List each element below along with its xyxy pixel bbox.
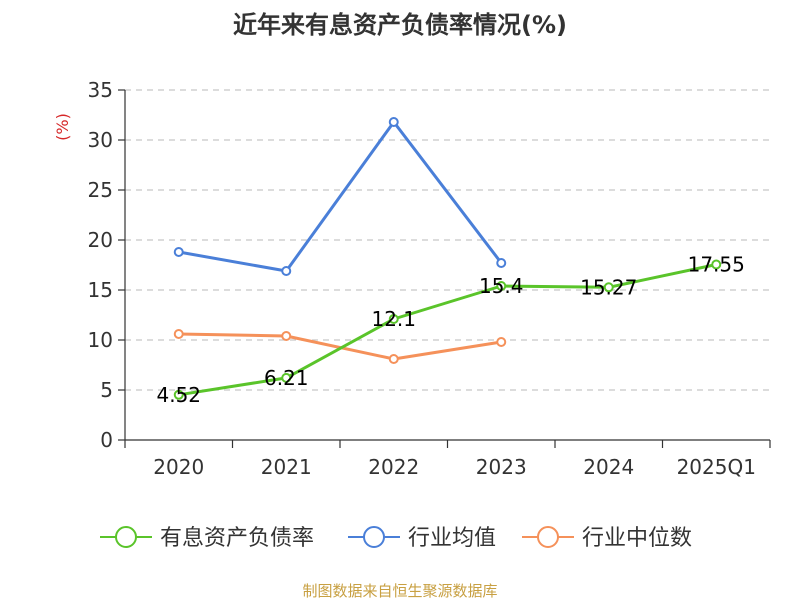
series-lines	[173, 117, 722, 400]
data-label-2025Q1: 17.55	[688, 253, 745, 277]
legend-label-0: 有息资产负债率	[160, 526, 314, 551]
legend-marker-1	[363, 526, 385, 548]
data-point-s1-2020	[173, 247, 184, 257]
data-label-2021: 6.21	[264, 366, 309, 390]
x-tick-label-2025Q1: 2025Q1	[677, 455, 756, 479]
data-point-s2-2022	[388, 354, 399, 364]
data-point-s0-2025Q1	[711, 259, 722, 270]
legend-label-2: 行业中位数	[582, 526, 692, 551]
data-point-s1-2021	[281, 266, 292, 276]
data-labels: 4.52 6.21 12.1 15.4 15.27 17.55	[156, 253, 744, 407]
y-tick-label-15: 15	[88, 278, 113, 302]
data-point-s1-2023	[496, 258, 507, 268]
data-label-2022: 12.1	[371, 307, 416, 331]
grid-lines	[125, 89, 770, 391]
source-note: 制图数据来自恒生聚源数据库	[302, 582, 497, 600]
y-tick-label-10: 10	[88, 328, 113, 352]
data-point-s0-2022	[388, 314, 399, 324]
y-axis-label: (%)	[53, 113, 72, 141]
series-line-0	[178, 263, 717, 397]
x-tick-label-2022: 2022	[368, 455, 419, 479]
data-point-s2-2020	[173, 329, 184, 339]
y-tick-label-20: 20	[88, 228, 113, 252]
data-point-s0-2021	[281, 372, 292, 383]
series-line-2	[178, 332, 502, 361]
x-tick-label-2020: 2020	[153, 455, 204, 479]
y-tick-label-25: 25	[88, 178, 113, 202]
data-point-s0-2023	[496, 281, 507, 291]
x-tick-label-2023: 2023	[476, 455, 527, 479]
data-point-s2-2023	[496, 337, 507, 347]
x-tick-label-2024: 2024	[583, 455, 634, 479]
data-point-s2-2021	[281, 331, 292, 341]
data-label-2024: 15.27	[580, 275, 637, 299]
legend-label-1: 行业均值	[408, 526, 496, 551]
legend-marker-2	[537, 526, 559, 548]
legend-marker-0	[115, 526, 137, 548]
axes: 0 5 10 15 20 25 30 35 2020 2021 2022 2023 2024 2025Q1	[88, 78, 771, 479]
data-point-s1-2022	[388, 117, 399, 127]
y-tick-label-0: 0	[100, 428, 113, 452]
data-label-2020: 4.52	[156, 383, 201, 407]
x-tick-label-2021: 2021	[261, 455, 312, 479]
y-tick-label-5: 5	[100, 378, 113, 402]
data-label-2023: 15.4	[479, 274, 524, 298]
data-point-s0-2020	[173, 389, 184, 400]
data-point-s0-2024	[603, 282, 614, 293]
chart-title: 近年来有息资产负债率情况(%)	[233, 11, 567, 39]
series-line-1	[178, 120, 503, 273]
legend: 有息资产负债率 行业均值 行业中位数	[100, 526, 692, 551]
y-tick-label-35: 35	[88, 78, 113, 102]
y-tick-label-30: 30	[88, 128, 113, 152]
